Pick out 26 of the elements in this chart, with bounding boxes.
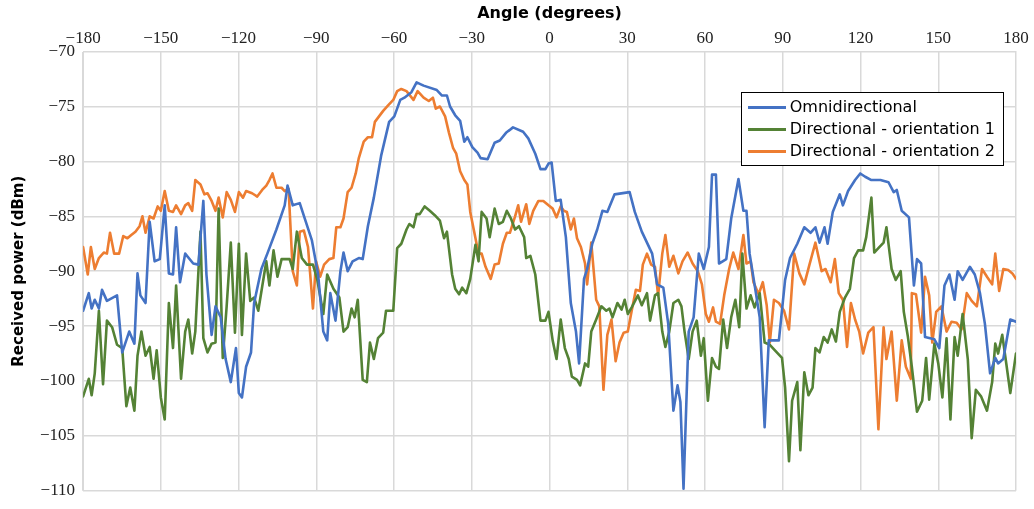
x-tick-label: −120 xyxy=(221,27,257,47)
y-tick-label: −110 xyxy=(40,480,76,500)
y-tick-label: −95 xyxy=(48,315,76,335)
y-tick-label: −105 xyxy=(39,425,76,445)
x-tick-label: 120 xyxy=(847,27,874,47)
legend-label: Omnidirectional xyxy=(789,96,917,118)
x-tick-label: 90 xyxy=(774,27,792,47)
x-tick-label: 180 xyxy=(1003,27,1029,47)
x-tick-label: 0 xyxy=(545,27,554,47)
y-tick-label: −75 xyxy=(48,95,76,115)
x-tick-label: −150 xyxy=(143,27,179,47)
y-axis-title: Received power (dBm) xyxy=(8,175,27,367)
x-tick-label: −90 xyxy=(303,27,330,47)
legend-label: Directional - orientation 1 xyxy=(789,118,995,140)
x-axis-title: Angle (degrees) xyxy=(477,2,622,22)
x-tick-label: −60 xyxy=(380,27,408,47)
legend-label: Directional - orientation 2 xyxy=(789,140,995,162)
x-tick-label: 30 xyxy=(618,27,636,47)
y-tick-label: −70 xyxy=(48,41,76,61)
x-tick-label: 150 xyxy=(925,27,952,47)
y-tick-label: −85 xyxy=(48,205,76,225)
y-tick-label: −90 xyxy=(48,260,76,280)
y-tick-label: −80 xyxy=(48,150,76,170)
y-tick-label: −100 xyxy=(39,370,76,390)
x-tick-label: −30 xyxy=(458,27,486,47)
x-tick-label: 60 xyxy=(696,27,714,47)
